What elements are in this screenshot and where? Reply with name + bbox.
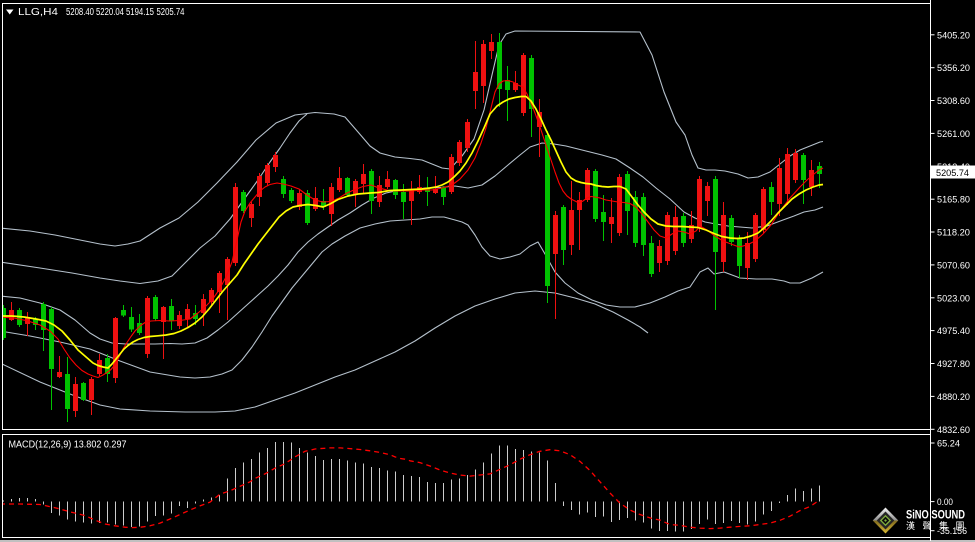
- svg-text:5205.74: 5205.74: [936, 168, 969, 179]
- svg-text:4975.40: 4975.40: [937, 326, 970, 337]
- svg-text:5070.60: 5070.60: [937, 260, 970, 271]
- svg-text:4880.20: 4880.20: [937, 392, 970, 403]
- svg-text:MACD(12,26,9) 13.802 0.297: MACD(12,26,9) 13.802 0.297: [9, 440, 127, 451]
- svg-text:集: 集: [939, 520, 948, 531]
- svg-text:5023.00: 5023.00: [937, 293, 970, 304]
- svg-text:0.00: 0.00: [937, 497, 953, 508]
- svg-text:SiNO SOUND: SiNO SOUND: [906, 508, 965, 522]
- svg-text:5208.40: 5208.40: [66, 7, 94, 18]
- svg-text:LLG,H4: LLG,H4: [18, 7, 59, 18]
- svg-text:5261.00: 5261.00: [937, 129, 970, 140]
- svg-text:5356.20: 5356.20: [937, 63, 970, 74]
- svg-text:5205.74: 5205.74: [157, 7, 185, 18]
- svg-text:4927.80: 4927.80: [937, 359, 970, 370]
- svg-text:5308.60: 5308.60: [937, 96, 970, 107]
- svg-text:漢: 漢: [906, 520, 915, 531]
- svg-text:5220.04: 5220.04: [96, 7, 124, 18]
- svg-text:4832.60: 4832.60: [937, 425, 970, 436]
- svg-text:-35.156: -35.156: [937, 526, 967, 537]
- svg-text:聲: 聲: [923, 521, 932, 531]
- svg-text:65.24: 65.24: [937, 439, 960, 450]
- svg-text:團: 團: [956, 521, 965, 531]
- svg-text:5405.20: 5405.20: [937, 30, 970, 41]
- svg-text:5118.20: 5118.20: [937, 228, 970, 239]
- svg-text:5194.15: 5194.15: [126, 7, 154, 18]
- svg-text:5165.80: 5165.80: [937, 195, 970, 206]
